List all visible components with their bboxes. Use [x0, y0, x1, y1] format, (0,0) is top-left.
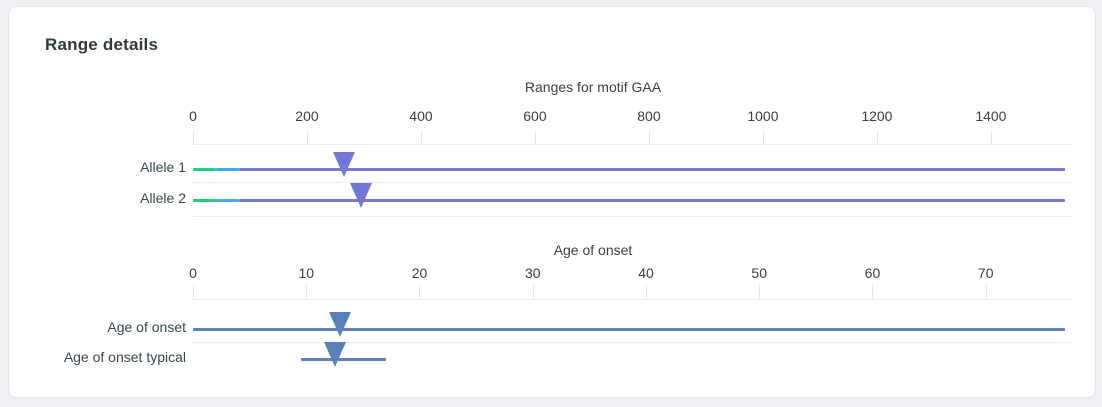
- marker-triangle[interactable]: [329, 312, 352, 337]
- axis-tick-label: 70: [977, 265, 994, 281]
- marker-triangle[interactable]: [333, 152, 356, 177]
- axis-tick-mark: [306, 285, 308, 299]
- marker-triangle[interactable]: [350, 183, 373, 208]
- range-line-segment: [193, 167, 216, 171]
- axis-baseline: [193, 299, 1073, 300]
- axis-tick-label: 40: [638, 265, 654, 281]
- range-details-card: Range details Ranges for motif GAA 0 200 40…: [8, 6, 1096, 398]
- axis-tick-label: 60: [864, 265, 881, 281]
- axis-tick-label: 50: [751, 265, 767, 281]
- row-label: Age of onset typical: [63, 349, 186, 365]
- axis-tick-label: 200: [295, 108, 319, 124]
- axis-tick-mark: [645, 285, 647, 299]
- axis-tick-mark: [193, 285, 194, 299]
- axis-tick-label: 400: [409, 108, 433, 124]
- range-line-segment: [238, 167, 1065, 171]
- row-label: Allele 1: [140, 159, 186, 175]
- range-line-segment: [215, 198, 239, 202]
- range-line-segment: [215, 167, 239, 171]
- axis-tick-label: 800: [637, 108, 661, 124]
- age-of-onset-chart: Age of onset 0 10 20 30 40 50 60 70 Age of onset A…: [9, 7, 1095, 397]
- range-line-segment: [193, 327, 1065, 331]
- axis-tick-label: 1200: [861, 108, 893, 124]
- axis-tick-mark: [762, 131, 764, 145]
- axis-tick-mark: [990, 131, 992, 145]
- axis-tick-label: 1000: [747, 108, 779, 124]
- axis-tick-mark: [985, 285, 987, 299]
- marker-triangle[interactable]: [323, 342, 346, 367]
- axis-tick-mark: [534, 131, 536, 145]
- row-separator: [193, 342, 1073, 343]
- row-separator: [193, 182, 1073, 183]
- axis-tick-label: 0: [189, 265, 197, 281]
- axis-tick-mark: [193, 131, 194, 145]
- chart-title: Age of onset: [553, 242, 633, 258]
- axis-tick-label: 10: [298, 265, 315, 281]
- axis-tick-mark: [759, 285, 761, 299]
- motif-range-chart: Ranges for motif GAA 0 200 400 600 800 1000 120…: [9, 7, 1095, 397]
- axis-tick-label: 20: [411, 265, 428, 281]
- axis-baseline: [193, 144, 1073, 145]
- axis-tick-mark: [532, 285, 534, 299]
- row-label: Allele 2: [140, 190, 186, 206]
- card-title: Range details: [45, 35, 159, 54]
- chart-title: Ranges for motif GAA: [524, 79, 662, 95]
- range-line-segment: [238, 198, 1065, 202]
- row-separator: [193, 216, 1073, 217]
- axis-tick-label: 600: [523, 108, 547, 124]
- axis-tick-mark: [872, 285, 874, 299]
- axis-tick-mark: [419, 285, 421, 299]
- axis-tick-label: 30: [524, 265, 541, 281]
- axis-tick-mark: [876, 131, 878, 145]
- row-label: Age of onset: [107, 319, 186, 335]
- axis-tick-label: 0: [189, 108, 197, 124]
- axis-tick-mark: [306, 131, 308, 145]
- axis-tick-mark: [648, 131, 650, 145]
- axis-tick-mark: [420, 131, 422, 145]
- range-line-segment: [193, 198, 216, 202]
- axis-tick-label: 1400: [975, 108, 1007, 124]
